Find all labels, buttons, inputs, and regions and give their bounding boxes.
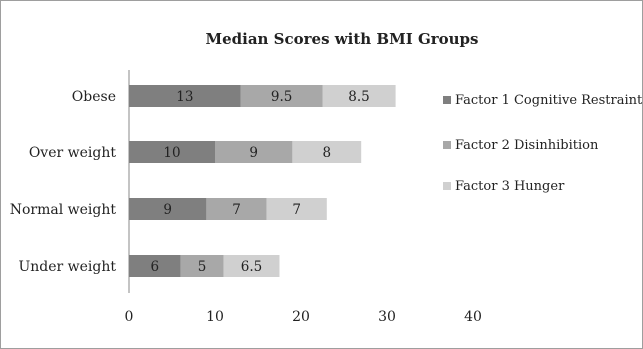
bars bbox=[129, 85, 396, 277]
chart-title: Median Scores with BMI Groups bbox=[205, 30, 478, 48]
bar-1-2 bbox=[129, 141, 215, 163]
data-label: 7 bbox=[292, 202, 301, 218]
data-label: 9 bbox=[163, 202, 172, 218]
bar-2-2 bbox=[215, 141, 293, 163]
data-label: 13 bbox=[176, 89, 193, 105]
bar-1-3 bbox=[129, 85, 241, 107]
y-tick-label: Over weight bbox=[29, 145, 117, 161]
legend-label-1: Factor 1 Cognitive Restraint bbox=[455, 93, 643, 108]
data-label: 8 bbox=[323, 145, 332, 161]
x-axis-tick-labels: 0 10 20 30 40 bbox=[125, 309, 482, 325]
x-tick-label: 40 bbox=[464, 309, 482, 325]
y-tick-label: Under weight bbox=[18, 259, 116, 275]
data-label: 6 bbox=[151, 259, 160, 275]
legend-label-3: Factor 3 Hunger bbox=[455, 179, 565, 194]
y-tick-label: Normal weight bbox=[10, 202, 117, 218]
bar-2-3 bbox=[240, 85, 323, 107]
bar-3-0 bbox=[223, 255, 280, 277]
data-label: 9 bbox=[249, 145, 258, 161]
legend-swatch-3 bbox=[443, 182, 451, 190]
bar-3-2 bbox=[292, 141, 362, 163]
x-tick-label: 0 bbox=[125, 309, 134, 325]
bar-3-1 bbox=[266, 198, 327, 220]
legend-swatch-2 bbox=[443, 141, 451, 149]
data-label: 9.5 bbox=[271, 89, 292, 105]
data-labels: 6 5 6.5 9 7 7 10 9 8 13 9.5 8.5 bbox=[151, 89, 370, 275]
legend-swatch-1 bbox=[443, 96, 451, 104]
x-tick-label: 10 bbox=[206, 309, 224, 325]
data-label: 5 bbox=[198, 259, 207, 275]
x-tick-label: 30 bbox=[378, 309, 396, 325]
y-tick-label: Obese bbox=[72, 89, 116, 105]
data-label: 10 bbox=[163, 145, 180, 161]
data-label: 6.5 bbox=[241, 259, 262, 275]
bar-2-0 bbox=[180, 255, 224, 277]
data-label: 7 bbox=[232, 202, 241, 218]
bar-2-1 bbox=[206, 198, 267, 220]
x-tick-label: 20 bbox=[292, 309, 310, 325]
bar-1-0 bbox=[129, 255, 181, 277]
bar-1-1 bbox=[129, 198, 207, 220]
legend: Factor 1 Cognitive Restraint Factor 2 Dis… bbox=[443, 93, 643, 194]
bar-3-3 bbox=[322, 85, 396, 107]
legend-label-2: Factor 2 Disinhibition bbox=[455, 138, 599, 153]
y-axis-labels: Under weight Normal weight Over weight Obes… bbox=[10, 89, 117, 275]
data-label: 8.5 bbox=[348, 89, 369, 105]
